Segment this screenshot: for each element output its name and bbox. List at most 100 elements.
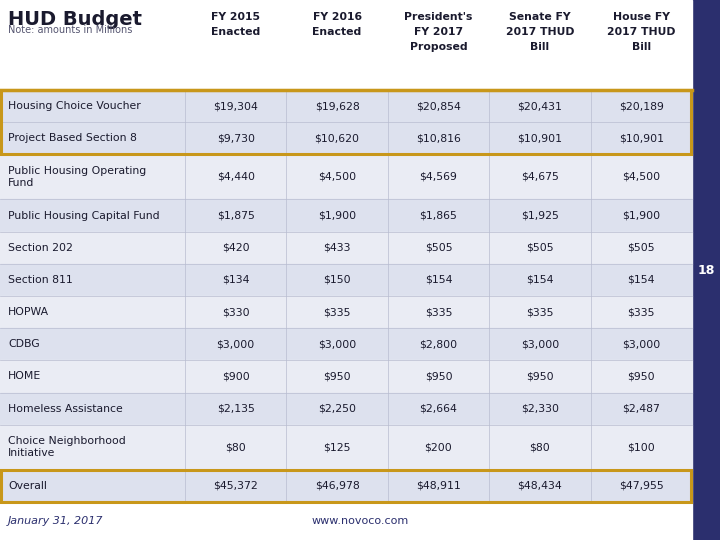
Text: Enacted: Enacted	[211, 27, 261, 37]
Text: $950: $950	[628, 372, 655, 381]
Text: $200: $200	[425, 442, 452, 453]
Text: January 31, 2017: January 31, 2017	[8, 516, 104, 526]
Text: $19,304: $19,304	[213, 101, 258, 111]
Text: $505: $505	[526, 242, 554, 253]
Text: FY 2016: FY 2016	[312, 12, 361, 22]
Text: $950: $950	[425, 372, 452, 381]
Bar	[0, 328, 692, 360]
Text: $335: $335	[526, 307, 554, 317]
Text: HUD Budget: HUD Budget	[8, 10, 142, 29]
Text: $154: $154	[425, 275, 452, 285]
Text: $150: $150	[323, 275, 351, 285]
Text: $420: $420	[222, 242, 250, 253]
Bar	[692, 0, 720, 540]
Text: $2,250: $2,250	[318, 404, 356, 414]
Text: $10,901: $10,901	[618, 133, 664, 143]
Text: $330: $330	[222, 307, 250, 317]
Text: $10,620: $10,620	[315, 133, 359, 143]
Text: $100: $100	[627, 442, 655, 453]
Bar	[0, 360, 692, 393]
Text: Section 811: Section 811	[8, 275, 73, 285]
Text: Note: amounts in Millions: Note: amounts in Millions	[8, 25, 132, 35]
Text: $1,900: $1,900	[318, 211, 356, 220]
Text: Section 202: Section 202	[8, 242, 73, 253]
Text: $4,440: $4,440	[217, 172, 255, 182]
Text: Project Based Section 8: Project Based Section 8	[8, 133, 137, 143]
Text: $3,000: $3,000	[521, 339, 559, 349]
Text: $134: $134	[222, 275, 249, 285]
Text: $2,800: $2,800	[420, 339, 458, 349]
Text: $2,487: $2,487	[622, 404, 660, 414]
Text: HOPWA: HOPWA	[8, 307, 49, 317]
Text: $1,925: $1,925	[521, 211, 559, 220]
Text: $335: $335	[425, 307, 452, 317]
Bar	[0, 154, 692, 199]
Text: $4,675: $4,675	[521, 172, 559, 182]
Text: $1,900: $1,900	[622, 211, 660, 220]
Text: $335: $335	[323, 307, 351, 317]
Text: $4,500: $4,500	[622, 172, 660, 182]
Text: Bill: Bill	[631, 42, 651, 52]
Text: Overall: Overall	[8, 481, 47, 491]
Text: $1,865: $1,865	[420, 211, 457, 220]
Bar	[0, 296, 692, 328]
Bar	[0, 393, 692, 425]
Text: Enacted: Enacted	[312, 27, 361, 37]
Text: President's: President's	[405, 12, 473, 22]
Text: $80: $80	[225, 442, 246, 453]
Bar	[0, 232, 692, 264]
Text: $3,000: $3,000	[622, 339, 660, 349]
Text: $1,875: $1,875	[217, 211, 255, 220]
Text: Public Housing Capital Fund: Public Housing Capital Fund	[8, 211, 160, 220]
Bar	[0, 502, 692, 540]
Text: Housing Choice Voucher: Housing Choice Voucher	[8, 101, 140, 111]
Text: $20,854: $20,854	[416, 101, 461, 111]
Text: $505: $505	[425, 242, 452, 253]
Bar	[0, 470, 692, 502]
Text: CDBG: CDBG	[8, 339, 40, 349]
Text: $154: $154	[628, 275, 655, 285]
Text: $10,816: $10,816	[416, 133, 461, 143]
Text: $48,434: $48,434	[518, 481, 562, 491]
Text: $2,330: $2,330	[521, 404, 559, 414]
Text: $505: $505	[628, 242, 655, 253]
Bar	[1, 470, 691, 502]
Text: Choice Neighborhood
Initiative: Choice Neighborhood Initiative	[8, 436, 126, 458]
Text: $950: $950	[323, 372, 351, 381]
Bar	[0, 425, 692, 470]
Text: $4,569: $4,569	[420, 172, 457, 182]
Text: $900: $900	[222, 372, 250, 381]
Text: 2017 THUD: 2017 THUD	[505, 27, 574, 37]
Bar	[0, 264, 692, 296]
Text: $3,000: $3,000	[217, 339, 255, 349]
Text: FY 2015: FY 2015	[211, 12, 260, 22]
Text: $335: $335	[628, 307, 655, 317]
Text: $47,955: $47,955	[619, 481, 664, 491]
Text: Senate FY: Senate FY	[509, 12, 571, 22]
Bar	[0, 122, 692, 154]
Bar	[0, 0, 692, 90]
Text: House FY: House FY	[613, 12, 670, 22]
Text: $20,431: $20,431	[518, 101, 562, 111]
Text: $950: $950	[526, 372, 554, 381]
Text: $125: $125	[323, 442, 351, 453]
Text: Public Housing Operating
Fund: Public Housing Operating Fund	[8, 166, 146, 188]
Text: $2,135: $2,135	[217, 404, 255, 414]
Text: $10,901: $10,901	[518, 133, 562, 143]
Bar	[1, 90, 691, 154]
Text: $9,730: $9,730	[217, 133, 255, 143]
Text: $48,911: $48,911	[416, 481, 461, 491]
Text: 18: 18	[697, 264, 715, 276]
Text: $19,628: $19,628	[315, 101, 359, 111]
Text: 2017 THUD: 2017 THUD	[607, 27, 675, 37]
Text: $80: $80	[529, 442, 550, 453]
Text: $2,664: $2,664	[420, 404, 457, 414]
Text: Homeless Assistance: Homeless Assistance	[8, 404, 122, 414]
Text: Bill: Bill	[531, 42, 549, 52]
Text: $4,500: $4,500	[318, 172, 356, 182]
Text: www.novoco.com: www.novoco.com	[311, 516, 408, 526]
Bar	[0, 90, 692, 122]
Text: $154: $154	[526, 275, 554, 285]
Text: $46,978: $46,978	[315, 481, 359, 491]
Text: $45,372: $45,372	[213, 481, 258, 491]
